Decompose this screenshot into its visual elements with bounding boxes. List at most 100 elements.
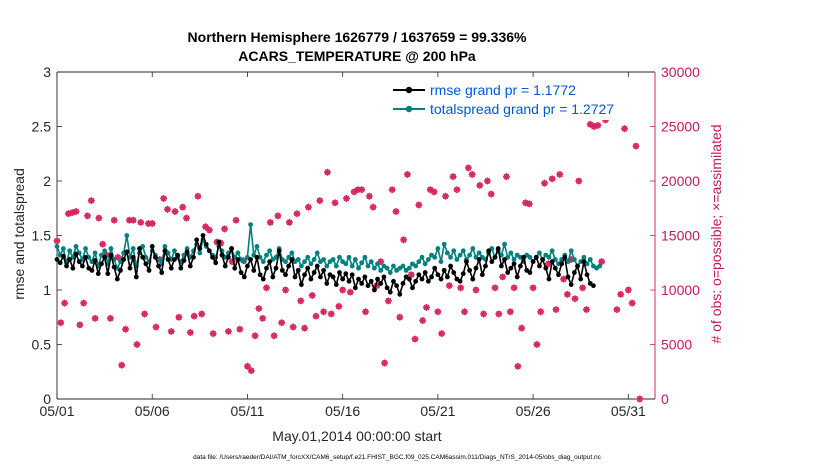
obs-assimilated-marker: [476, 181, 484, 189]
rmse-point: [340, 276, 346, 282]
totalspread-point: [333, 263, 339, 269]
rmse-point: [441, 267, 447, 273]
totalspread-point: [451, 248, 457, 254]
rmse-point: [362, 274, 368, 280]
obs-assimilated-marker: [87, 197, 95, 205]
obs-assimilated-marker: [426, 186, 434, 194]
obs-assimilated-marker: [91, 314, 99, 322]
obs-assimilated-marker: [316, 197, 324, 205]
obs-assimilated-marker: [628, 299, 636, 307]
obs-possible-marker: [621, 125, 628, 132]
obs-possible-marker: [271, 332, 278, 339]
obs-assimilated-marker: [502, 173, 510, 181]
obs-assimilated-marker: [293, 210, 301, 218]
rmse-point: [384, 285, 390, 291]
obs-assimilated-marker: [617, 290, 625, 298]
obs-assimilated-marker: [129, 216, 137, 224]
rmse-point: [483, 263, 488, 269]
rmse-point: [435, 272, 441, 278]
rmse-point: [321, 267, 327, 273]
chart-title-line1: Northern Hemisphere 1626779 / 1637659 = …: [188, 29, 527, 45]
obs-assimilated-marker: [407, 271, 415, 279]
obs-possible-marker: [389, 186, 396, 193]
obs-assimilated-marker: [118, 361, 126, 369]
obs-assimilated-marker: [563, 290, 571, 298]
totalspread-point: [235, 250, 241, 256]
totalspread-point: [441, 241, 447, 247]
plot-background: [57, 72, 655, 399]
obs-assimilated-marker: [571, 295, 579, 303]
obs-assimilated-marker: [350, 188, 358, 196]
totalspread-point: [352, 257, 358, 262]
obs-assimilated-marker: [613, 306, 621, 314]
totalspread-point: [368, 259, 374, 265]
obs-assimilated-marker: [259, 314, 267, 322]
totalspread-point: [365, 263, 371, 269]
obs-possible-marker: [198, 310, 205, 318]
totalspread-point: [295, 257, 301, 262]
y-left-tick-label: 1: [43, 282, 51, 298]
obs-assimilated-marker: [64, 210, 72, 218]
obs-possible-marker: [347, 289, 354, 296]
obs-assimilated-marker: [415, 201, 423, 209]
obs-possible-marker: [232, 217, 240, 224]
rmse-point: [184, 249, 190, 255]
obs-assimilated-marker: [468, 170, 476, 178]
rmse-point: [330, 274, 336, 280]
obs-assimilated-marker: [434, 308, 442, 316]
obs-possible-marker: [514, 363, 521, 370]
obs-possible-marker: [419, 317, 426, 324]
totalspread-point: [324, 263, 330, 269]
obs-assimilated-marker: [449, 173, 457, 181]
obs-possible-marker: [179, 204, 186, 211]
obs-possible-marker: [400, 236, 407, 243]
obs-possible-marker: [95, 214, 102, 222]
rmse-point: [92, 258, 98, 263]
obs-assimilated-marker: [362, 308, 370, 316]
rmse-point: [146, 267, 152, 273]
obs-assimilated-marker: [632, 142, 640, 150]
obs-possible-marker: [469, 171, 476, 178]
rmse-point: [349, 272, 355, 278]
obs-possible-marker: [533, 341, 541, 348]
obs-possible-marker: [225, 328, 232, 335]
obs-assimilated-marker: [586, 120, 594, 128]
rmse-point: [273, 265, 279, 271]
rmse-point: [356, 276, 361, 282]
obs-assimilated-marker: [232, 216, 240, 224]
rmse-point: [152, 254, 158, 260]
totalspread-point: [400, 263, 406, 269]
obs-possible-marker: [171, 208, 179, 215]
obs-assimilated-marker: [262, 284, 270, 292]
totalspread-point: [527, 254, 533, 260]
obs-possible-marker: [248, 367, 255, 374]
rmse-point: [105, 271, 111, 277]
obs-possible-marker: [598, 258, 605, 265]
obs-possible-marker: [366, 193, 373, 200]
obs-possible-marker: [423, 304, 430, 311]
rmse-point: [397, 291, 403, 297]
rmse-point: [264, 265, 269, 271]
obs-possible-marker: [392, 208, 400, 215]
obs-assimilated-marker: [525, 200, 533, 208]
obs-possible-marker: [152, 323, 160, 331]
totalspread-point: [311, 257, 317, 262]
obs-assimilated-marker: [205, 226, 213, 234]
y-left-tick-label: 2.5: [32, 119, 52, 135]
rmse-point: [391, 278, 396, 284]
obs-possible-marker: [122, 326, 129, 333]
totalspread-point: [124, 233, 130, 238]
obs-assimilated-marker: [224, 327, 232, 335]
rmse-point: [187, 263, 193, 269]
obs-assimilated-marker: [598, 258, 606, 266]
legend-totalspread-marker: [405, 105, 413, 113]
obs-possible-marker: [362, 308, 369, 315]
obs-possible-marker: [175, 314, 182, 321]
totalspread-point: [130, 246, 136, 251]
obs-possible-marker: [84, 212, 91, 219]
right-axis-label: # of obs: o=possible; ×=assimilated: [708, 124, 724, 343]
rmse-point: [245, 263, 250, 269]
obs-possible-marker: [552, 306, 560, 313]
totalspread-point: [241, 259, 247, 265]
obs-assimilated-marker: [636, 395, 644, 403]
